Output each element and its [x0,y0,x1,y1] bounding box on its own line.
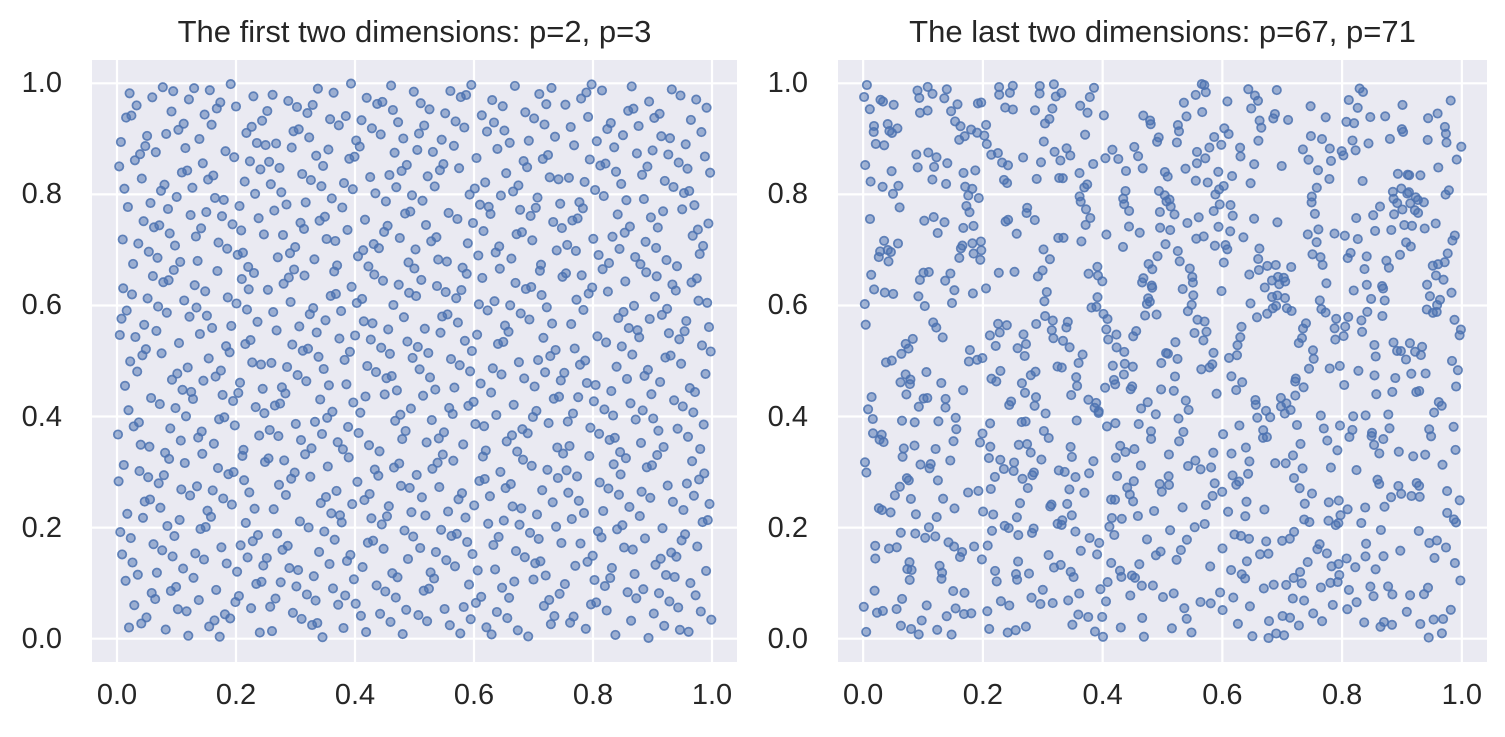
x-tick-label: 0.4 [1082,679,1123,711]
x-tick-label: 1.0 [691,679,733,711]
x-tick-label: 1.0 [1441,679,1482,711]
x-tick-label: 0.8 [572,679,614,711]
y-tick-label: 0.2 [21,511,62,544]
panel-title-right: The last two dimensions: p=67, p=71 [909,14,1416,49]
y-tick-label: 0.4 [21,400,62,433]
y-tick-label: 0.8 [767,178,808,211]
x-tick-label: 0.6 [1202,679,1243,711]
panel-title-left: The first two dimensions: p=2, p=3 [177,14,652,49]
scatter-points [112,78,717,643]
scatter-canvas-left [92,60,737,662]
y-tick-label: 0.6 [21,289,62,322]
y-tick-label: 0.0 [21,622,62,655]
y-tick-label: 0.8 [21,178,62,211]
scatter-canvas-right [838,60,1487,662]
x-tick-label: 0.6 [453,679,495,711]
x-tick-label: 0.0 [96,679,138,711]
x-tick-label: 0.2 [215,679,257,711]
y-tick-label: 0.4 [767,400,808,433]
y-tick-label: 1.0 [21,67,62,100]
y-tick-label: 0.6 [767,289,808,322]
y-tick-label: 0.0 [767,622,808,655]
x-tick-label: 0.4 [334,679,376,711]
x-tick-label: 0.2 [962,679,1004,711]
y-tick-label: 1.0 [767,67,808,100]
x-tick-label: 0.0 [842,679,884,711]
x-tick-label: 0.8 [1321,679,1363,711]
scatter-panel-last-dimensions: The last two dimensions: p=67, p=71 0.0 0… [768,14,1487,711]
scatter-panel-first-dimensions: The first two dimensions: p=2, p=3 0.0 0.… [22,14,737,711]
scatter-points [858,79,1467,644]
y-tick-label: 0.2 [767,511,808,544]
